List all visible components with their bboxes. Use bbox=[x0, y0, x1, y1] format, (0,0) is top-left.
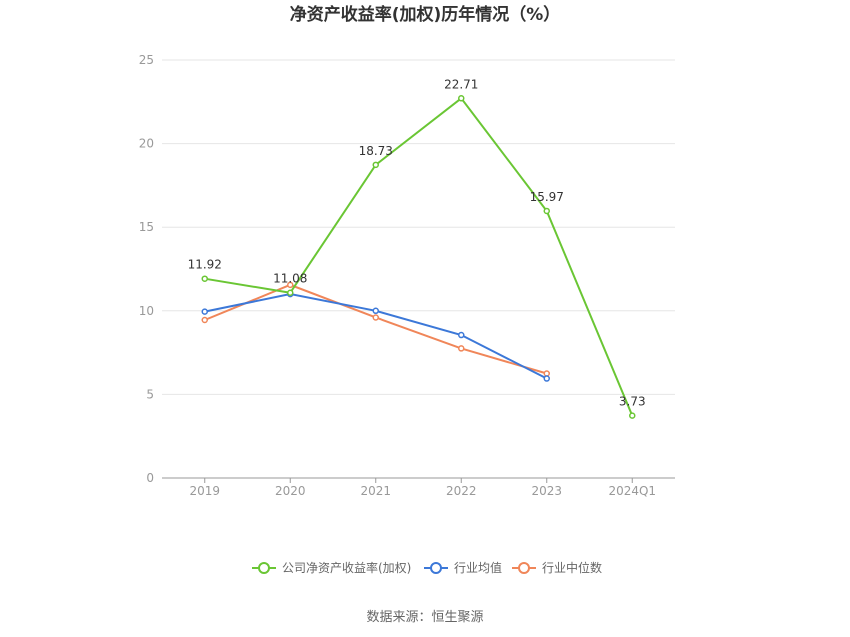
data-point[interactable] bbox=[543, 370, 550, 377]
y-axis-ticks: 0 5 10 15 20 25 bbox=[139, 53, 154, 485]
x-tick-label: 2023 bbox=[531, 484, 562, 498]
data-point[interactable] bbox=[458, 345, 465, 352]
legend-item-0[interactable]: 公司净资产收益率(加权) bbox=[252, 560, 411, 575]
x-tick-label: 2020 bbox=[275, 484, 306, 498]
legend-label: 行业中位数 bbox=[542, 560, 602, 575]
series-line bbox=[204, 283, 548, 375]
legend[interactable]: 公司净资产收益率(加权) 行业均值 行业中位数 bbox=[252, 560, 602, 575]
x-tick-label: 2021 bbox=[360, 484, 391, 498]
y-tick-label: 5 bbox=[146, 387, 154, 401]
data-point[interactable] bbox=[458, 331, 465, 339]
legend-item-1[interactable]: 行业均值 bbox=[424, 560, 502, 575]
grid-lines bbox=[162, 59, 675, 395]
y-tick-label: 25 bbox=[139, 53, 154, 67]
y-tick-label: 15 bbox=[139, 220, 154, 234]
chart-title: 净资产收益率(加权)历年情况（%） bbox=[290, 4, 561, 25]
data-point[interactable] bbox=[372, 307, 379, 315]
legend-marker-icon bbox=[258, 562, 270, 574]
data-point[interactable] bbox=[201, 275, 208, 282]
data-label: 22.71 bbox=[444, 77, 478, 91]
data-point[interactable] bbox=[201, 308, 208, 315]
series-line bbox=[204, 293, 548, 380]
series-2 bbox=[201, 281, 550, 377]
data-point[interactable] bbox=[543, 207, 550, 215]
legend-label: 行业均值 bbox=[454, 560, 502, 575]
data-label: 18.73 bbox=[359, 144, 393, 158]
series-1 bbox=[201, 290, 550, 382]
series-line bbox=[204, 96, 634, 417]
series-group bbox=[201, 95, 636, 419]
y-tick-label: 10 bbox=[139, 304, 154, 318]
data-label: 11.92 bbox=[188, 258, 222, 272]
x-tick-label: 2022 bbox=[446, 484, 477, 498]
x-tick-label: 2024Q1 bbox=[608, 484, 656, 498]
series-0 bbox=[201, 95, 636, 419]
y-tick-label: 0 bbox=[146, 471, 154, 485]
y-tick-label: 20 bbox=[139, 137, 154, 151]
data-label: 15.97 bbox=[530, 190, 564, 204]
data-point[interactable] bbox=[372, 314, 379, 321]
legend-item-2[interactable]: 行业中位数 bbox=[512, 560, 602, 575]
data-point[interactable] bbox=[201, 316, 208, 324]
data-point[interactable] bbox=[458, 95, 465, 102]
data-point[interactable] bbox=[287, 281, 294, 289]
legend-marker-icon bbox=[430, 562, 442, 574]
source-note: 数据来源：恒生聚源 bbox=[366, 610, 483, 625]
data-point[interactable] bbox=[543, 375, 550, 382]
x-tick-label: 2019 bbox=[189, 484, 220, 498]
legend-marker-icon bbox=[518, 562, 530, 574]
data-label: 11.08 bbox=[273, 272, 307, 286]
legend-label: 公司净资产收益率(加权) bbox=[282, 560, 411, 575]
data-point[interactable] bbox=[287, 289, 294, 296]
data-point[interactable] bbox=[372, 161, 379, 169]
x-axis: 2019 2020 2021 2022 2023 2024Q1 bbox=[162, 477, 675, 498]
data-point[interactable] bbox=[629, 412, 636, 419]
data-labels: 11.92 11.08 18.73 22.71 15.97 3.73 bbox=[188, 77, 646, 408]
data-label: 3.73 bbox=[619, 395, 646, 409]
